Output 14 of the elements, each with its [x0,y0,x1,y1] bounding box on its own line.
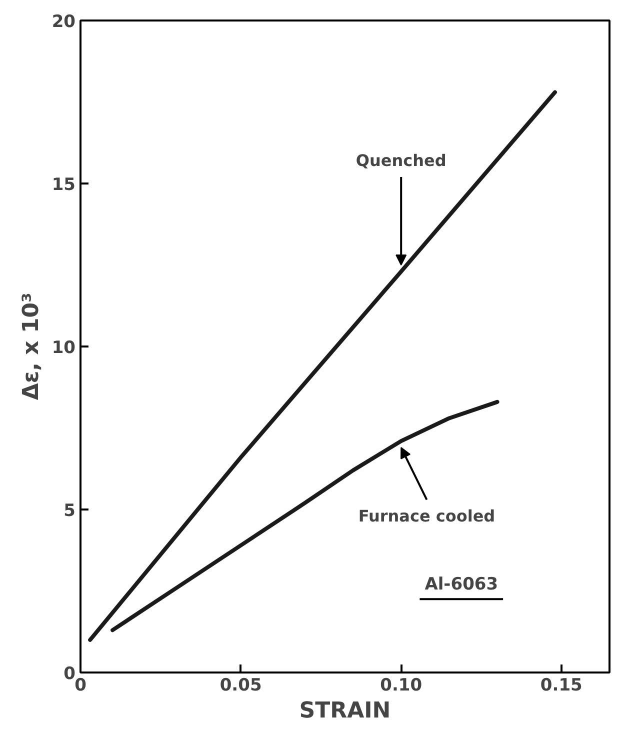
x-axis-title: STRAIN [299,698,391,724]
y-tick-label: 5 [64,501,76,521]
y-tick-label: 10 [52,338,76,358]
series-label: Quenched [356,151,446,170]
y-axis-title: Δε, x 10³ [18,292,44,400]
line-series [88,90,557,642]
y-tick-label: 20 [52,12,76,32]
y-tick-label: 15 [52,175,76,195]
text: Furnace cooled [358,506,496,526]
x-tick-label: 0.10 [380,676,422,696]
annotation: Al-6063 [424,574,498,594]
line-series [110,400,500,632]
x-tick-label: 0.15 [540,676,582,696]
x-tick-label: 0.05 [220,676,262,696]
